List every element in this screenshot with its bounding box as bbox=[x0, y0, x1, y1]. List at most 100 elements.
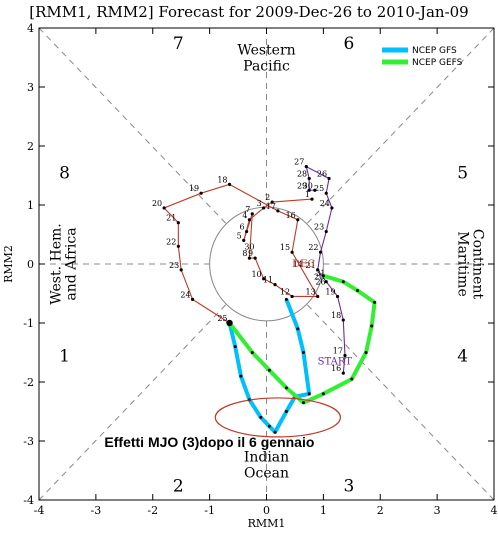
unit-circle bbox=[209, 206, 324, 322]
extra-day-label: 31 bbox=[315, 269, 325, 278]
x-axis-label: RMM1 bbox=[248, 517, 286, 530]
observed-nov-point bbox=[341, 371, 345, 375]
observed-dec-day-label: 22 bbox=[166, 237, 176, 246]
observed-nov-day-label: 28 bbox=[297, 169, 307, 178]
extra-day-label: 30 bbox=[244, 242, 254, 251]
x-tick-label: -3 bbox=[91, 504, 102, 517]
observed-dec-day-label: 15 bbox=[280, 243, 290, 252]
forecast-point-1 bbox=[350, 377, 354, 381]
observed-nov-point bbox=[318, 250, 323, 254]
observed-dec-day-label: 20 bbox=[152, 199, 162, 208]
forecast-point-0 bbox=[273, 430, 277, 434]
region-maritime-line2: Continent bbox=[470, 229, 486, 300]
observed-dec-day-label: 10 bbox=[251, 270, 261, 279]
region-labels: Western Pacific Indian Ocean West. Hem. … bbox=[49, 43, 486, 482]
observed-dec-day-label: 21 bbox=[166, 214, 176, 223]
start-label: START bbox=[318, 356, 353, 367]
annotation-text: Effetti MJO (3)dopo il 6 gennaio bbox=[104, 434, 314, 450]
forecast-point-0 bbox=[259, 415, 263, 419]
observed-dec-day-label: 3 bbox=[257, 199, 262, 208]
observed-nov-point bbox=[304, 165, 308, 169]
highlight-ellipse bbox=[214, 397, 342, 438]
observed-dec-day-label: 13 bbox=[306, 287, 316, 296]
observed-nov-day-label: 20 bbox=[314, 273, 324, 282]
observed-dec-day-label: 17 bbox=[266, 202, 276, 211]
observed-nov-day-label: 23 bbox=[314, 223, 324, 232]
observed-nov-day-label: 27 bbox=[294, 158, 304, 167]
forecast-point-1 bbox=[301, 401, 305, 405]
observed-nov-day-label: 16 bbox=[331, 364, 341, 373]
observed-dec-point bbox=[190, 297, 195, 301]
phase-number: 4 bbox=[457, 346, 468, 366]
diagonal-line-0 bbox=[38, 27, 227, 225]
y-tick-label: -4 bbox=[23, 494, 34, 507]
observed-dec-day-label: 4 bbox=[242, 211, 247, 220]
phase-number: 1 bbox=[59, 346, 70, 366]
observed-dec-point bbox=[290, 250, 294, 254]
observed-nov-point bbox=[316, 268, 320, 272]
x-tick-label: 1 bbox=[320, 504, 327, 517]
observed-nov-day-label: 24 bbox=[320, 199, 330, 208]
diagonal-line-3 bbox=[306, 303, 495, 501]
start-point bbox=[226, 319, 233, 327]
region-western-pacific-line1: Western bbox=[237, 43, 295, 59]
forecast-point-0 bbox=[307, 392, 311, 396]
x-tick-label: -2 bbox=[147, 504, 158, 517]
chart-title: [RMM1, RMM2] Forecast for 2009-Dec-26 to… bbox=[29, 3, 468, 21]
forecast-point-1 bbox=[250, 351, 254, 354]
x-tick-label: 2 bbox=[377, 504, 384, 517]
region-west-hem-line2: and Africa bbox=[63, 227, 79, 300]
observed-dec-point bbox=[273, 283, 277, 287]
observed-dec-point bbox=[179, 268, 183, 272]
observed-dec-point bbox=[244, 229, 249, 234]
forecast-point-1 bbox=[356, 289, 359, 293]
extra-day-label: 14 bbox=[293, 260, 303, 269]
observed-dec-point bbox=[176, 244, 180, 248]
observed-dec-point bbox=[262, 206, 266, 210]
region-indian-ocean-line1: Indian bbox=[244, 450, 289, 466]
forecast-point-0 bbox=[267, 424, 271, 428]
y-tick-label: 4 bbox=[27, 22, 34, 35]
legend: NCEP GFS NCEP GEFS bbox=[382, 46, 463, 68]
observed-dec-point bbox=[253, 256, 257, 260]
forecast-point-1 bbox=[370, 324, 374, 328]
forecast-point-0 bbox=[239, 374, 243, 378]
forecast-point-0 bbox=[284, 297, 288, 301]
x-tick-label: 3 bbox=[434, 504, 441, 517]
observed-nov-point bbox=[327, 176, 331, 181]
phase-number: 7 bbox=[173, 34, 184, 54]
observed-dec-day-label: 23 bbox=[169, 261, 179, 270]
observed-nov-point bbox=[324, 229, 328, 234]
legend-label-gefs: NCEP GEFS bbox=[412, 58, 463, 68]
month-label-dec: DEC bbox=[292, 259, 315, 270]
observed-nov-day-label: 25 bbox=[314, 184, 324, 193]
observed-nov-day-label: 29 bbox=[297, 181, 307, 190]
observed-dec-day-label: 5 bbox=[237, 231, 242, 240]
forecast-point-0 bbox=[296, 327, 300, 331]
observed-dec-day-label: 8 bbox=[242, 249, 247, 258]
observed-nov-point bbox=[324, 191, 328, 195]
observed-dec-point bbox=[296, 218, 300, 222]
region-maritime-line1: Maritime bbox=[455, 231, 471, 297]
forecast-point-0 bbox=[233, 345, 237, 349]
x-tick-label: 4 bbox=[491, 504, 498, 517]
observed-nov-point bbox=[341, 318, 345, 322]
observed-dec-point bbox=[199, 191, 203, 195]
observed-nov-day-label: 30 bbox=[303, 181, 313, 190]
observed-nov-point bbox=[335, 294, 340, 299]
extra-day-label: 26 bbox=[315, 278, 325, 287]
diagonal-line-1 bbox=[306, 27, 495, 225]
observed-dec-day-label: 9 bbox=[248, 249, 253, 258]
observed-nov-point bbox=[307, 176, 311, 181]
forecast-tracks bbox=[226, 273, 377, 435]
observed-dec-point bbox=[276, 209, 280, 213]
region-west-hem-line1: West. Hem. bbox=[49, 223, 65, 304]
observed-dec-point bbox=[310, 197, 314, 201]
observed-nov-day-label: 21 bbox=[306, 261, 316, 270]
phase-number: 8 bbox=[59, 164, 70, 184]
forecast-point-1 bbox=[341, 280, 345, 284]
observed-dec-day-label: 24 bbox=[180, 290, 190, 299]
observed-nov-day-label: 18 bbox=[331, 311, 341, 320]
observed-dec-day-label: 7 bbox=[245, 205, 250, 214]
